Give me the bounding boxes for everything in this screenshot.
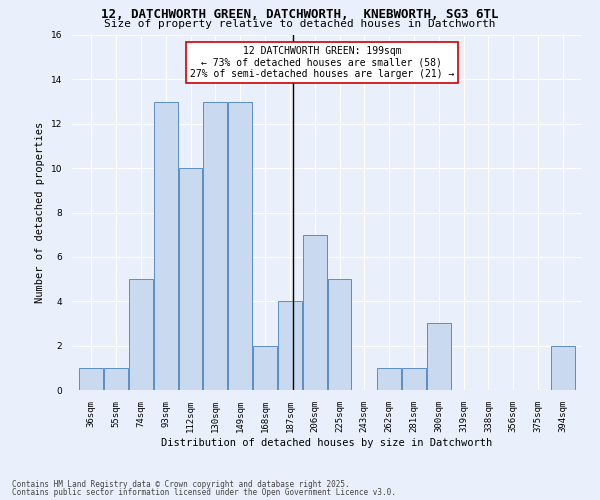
Bar [79, 368, 103, 390]
Y-axis label: Number of detached properties: Number of detached properties [35, 122, 45, 303]
Bar [303, 234, 327, 390]
Bar [253, 346, 277, 390]
Bar [179, 168, 202, 390]
Bar [551, 346, 575, 390]
Text: Contains HM Land Registry data © Crown copyright and database right 2025.: Contains HM Land Registry data © Crown c… [12, 480, 350, 489]
Bar [129, 279, 153, 390]
Text: 12, DATCHWORTH GREEN, DATCHWORTH,  KNEBWORTH, SG3 6TL: 12, DATCHWORTH GREEN, DATCHWORTH, KNEBWO… [101, 8, 499, 20]
Bar [328, 279, 351, 390]
Bar [278, 301, 302, 390]
Bar [228, 102, 252, 390]
X-axis label: Distribution of detached houses by size in Datchworth: Distribution of detached houses by size … [161, 438, 493, 448]
Bar [104, 368, 128, 390]
Bar [154, 102, 178, 390]
Text: Size of property relative to detached houses in Datchworth: Size of property relative to detached ho… [104, 19, 496, 29]
Text: Contains public sector information licensed under the Open Government Licence v3: Contains public sector information licen… [12, 488, 396, 497]
Bar [402, 368, 426, 390]
Bar [427, 324, 451, 390]
Bar [377, 368, 401, 390]
Text: 12 DATCHWORTH GREEN: 199sqm
← 73% of detached houses are smaller (58)
27% of sem: 12 DATCHWORTH GREEN: 199sqm ← 73% of det… [190, 46, 454, 79]
Bar [203, 102, 227, 390]
